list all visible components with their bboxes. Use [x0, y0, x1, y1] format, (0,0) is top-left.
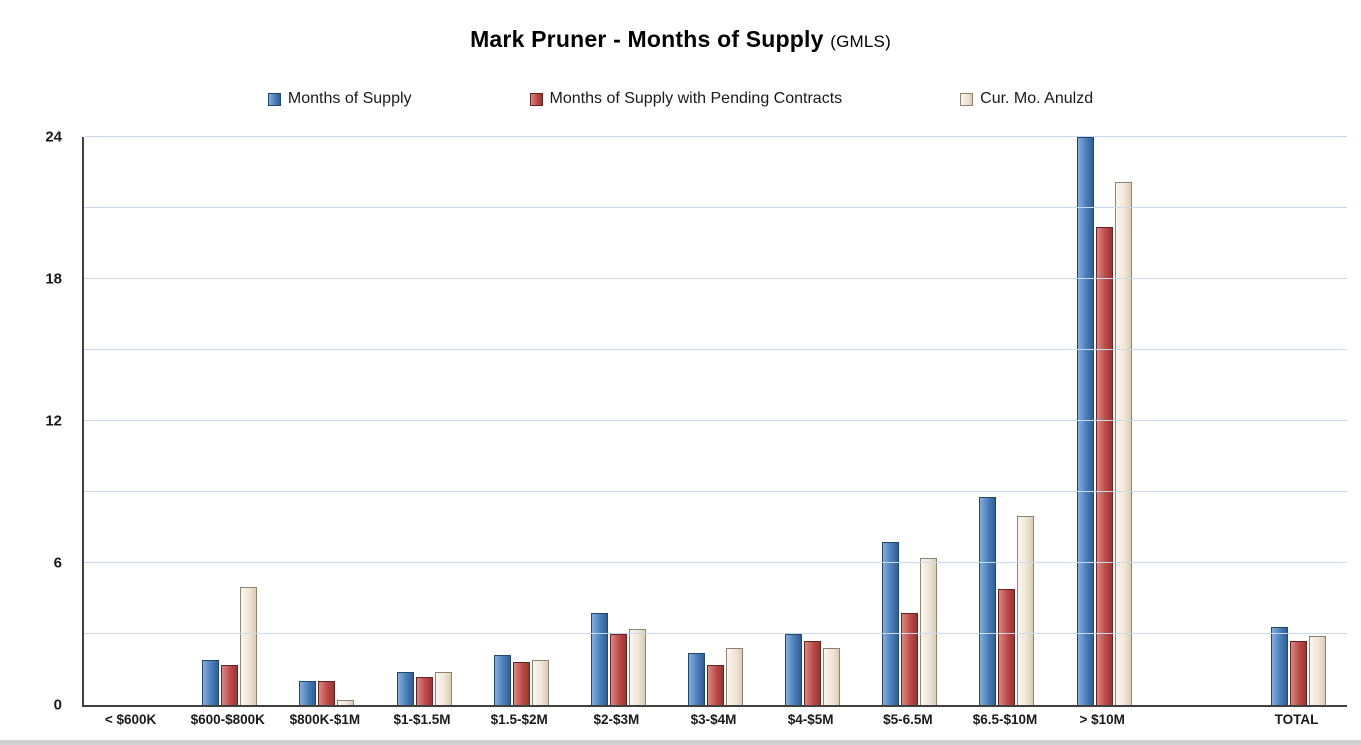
category-group [764, 137, 861, 705]
legend-item: Cur. Mo. Anulzd [960, 90, 1093, 108]
category-group [181, 137, 278, 705]
legend-swatch [267, 92, 281, 106]
bar [628, 629, 646, 705]
legend-label: Months of Supply with Pending Contracts [549, 90, 843, 107]
legend-label: Months of Supply [287, 90, 412, 107]
bar [823, 648, 841, 705]
category-group [667, 137, 764, 705]
bar [707, 664, 725, 705]
bar [804, 641, 822, 705]
bar [434, 671, 452, 705]
bar [240, 586, 258, 705]
gridline [84, 491, 1347, 492]
x-axis-category-label: $600-$800K [190, 712, 265, 727]
category-group [570, 137, 667, 705]
window-edge [0, 740, 1361, 745]
bar [785, 634, 803, 705]
bar [979, 496, 997, 705]
y-axis-tick-label: 18 [45, 270, 62, 288]
x-axis-category-label: > $10M [1079, 712, 1125, 727]
chart-title-main: Mark Pruner - Months of Supply [470, 26, 824, 52]
category-group [958, 137, 1055, 705]
gridline [84, 349, 1347, 350]
bar [202, 660, 220, 705]
bar [901, 612, 919, 705]
bar [609, 634, 627, 705]
x-axis-category-label: TOTAL [1274, 712, 1319, 727]
gridline [84, 562, 1347, 563]
x-axis-category-label: $2-$3M [593, 712, 640, 727]
bar [998, 589, 1016, 705]
gridline [84, 136, 1347, 137]
legend-swatch [529, 92, 543, 106]
y-axis-tick-label: 6 [53, 554, 62, 572]
bar [1095, 226, 1113, 705]
bar [920, 558, 938, 705]
bar [318, 681, 336, 705]
category-group [1056, 137, 1153, 705]
category-group [1250, 137, 1347, 705]
bar [337, 700, 355, 705]
x-axis-category-label: < $600K [104, 712, 157, 727]
bar [493, 655, 511, 705]
x-axis-spacer [1151, 712, 1248, 727]
x-axis-category-label: $800K-$1M [289, 712, 361, 727]
x-axis-category-label: $4-$5M [787, 712, 834, 727]
bar [1017, 515, 1035, 705]
bar [1114, 181, 1132, 705]
y-axis-tick-label: 12 [45, 412, 62, 430]
category-group [473, 137, 570, 705]
category-spacer [1153, 137, 1250, 705]
bar [882, 541, 900, 705]
plot-area [82, 136, 1347, 707]
y-axis: 0 6 12 18 24 [0, 129, 72, 714]
bar [1308, 636, 1326, 705]
x-axis-category-label: $3-$4M [690, 712, 737, 727]
bar [396, 671, 414, 705]
y-axis-tick-label: 24 [45, 128, 62, 146]
gridline [84, 420, 1347, 421]
bar [726, 648, 744, 705]
category-group [375, 137, 472, 705]
legend-swatch [960, 92, 974, 106]
y-axis-tick-label: 0 [53, 696, 62, 714]
x-axis-category-label: $1-$1.5M [393, 712, 451, 727]
bar [299, 681, 317, 705]
legend-item: Months of Supply [267, 90, 412, 108]
category-group [84, 137, 181, 705]
x-axis-category-label: $1.5-$2M [490, 712, 548, 727]
x-axis: < $600K $600-$800K $800K-$1M $1-$1.5M $1.5-$… [82, 712, 1345, 727]
bar [1270, 626, 1288, 705]
x-axis-category-label: $6.5-$10M [972, 712, 1038, 727]
category-group [861, 137, 958, 705]
gridline [84, 207, 1347, 208]
legend: Months of Supply Months of Supply with Pe… [0, 90, 1361, 108]
chart-title-suffix: (GMLS) [830, 32, 891, 51]
category-group [278, 137, 375, 705]
bar-groups [84, 137, 1347, 705]
bar [590, 612, 608, 705]
legend-item: Months of Supply with Pending Contracts [529, 90, 843, 108]
bar [688, 652, 706, 705]
bar [221, 664, 239, 705]
x-axis-category-label: $5-6.5M [883, 712, 933, 727]
bar [1289, 641, 1307, 705]
chart-title: Mark Pruner - Months of Supply (GMLS) [0, 26, 1361, 53]
bar [1076, 137, 1094, 705]
bar [512, 662, 530, 705]
gridline [84, 278, 1347, 279]
legend-label: Cur. Mo. Anulzd [980, 90, 1094, 107]
bar [531, 660, 549, 705]
gridline [84, 633, 1347, 634]
bar [415, 676, 433, 705]
